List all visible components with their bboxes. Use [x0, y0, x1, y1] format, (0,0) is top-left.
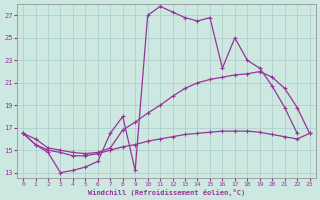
- X-axis label: Windchill (Refroidissement éolien,°C): Windchill (Refroidissement éolien,°C): [88, 189, 245, 196]
